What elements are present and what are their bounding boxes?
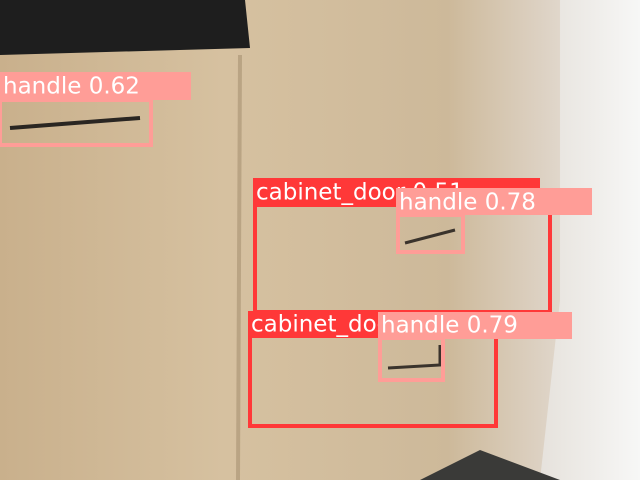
- handle-shape: [404, 228, 456, 245]
- cabinet-edge: [236, 54, 242, 480]
- detection-label: handle 0.79: [381, 313, 518, 339]
- label-background: [0, 72, 191, 100]
- detection-label: handle 0.78: [399, 190, 536, 216]
- handle-shape: [387, 345, 442, 370]
- countertop: [0, 0, 250, 55]
- label-background: [378, 312, 572, 339]
- detection-label: handle 0.62: [3, 74, 140, 100]
- handle-shape: [9, 116, 141, 130]
- floor: [420, 450, 560, 480]
- label-background: [396, 188, 592, 215]
- wall: [540, 0, 640, 480]
